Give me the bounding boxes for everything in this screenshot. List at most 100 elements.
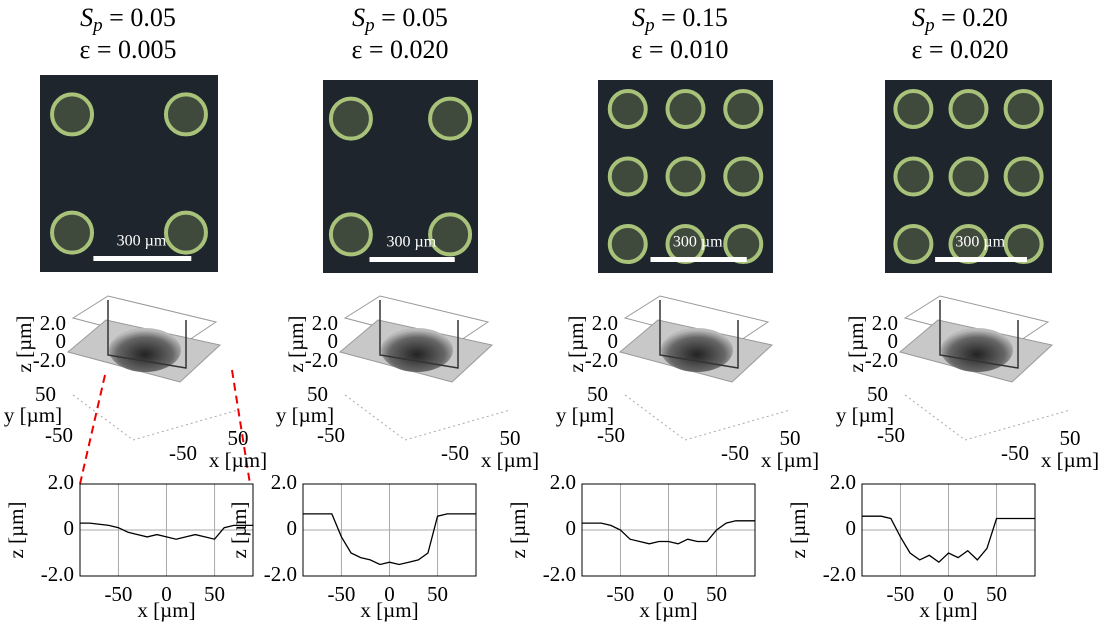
surface-floor bbox=[73, 395, 238, 440]
scale-bar bbox=[93, 256, 191, 261]
sp-subscript: p bbox=[91, 15, 103, 36]
x-tick-label: 50 bbox=[228, 426, 249, 450]
scale-bar-label: 300 µm bbox=[955, 234, 1005, 251]
y-tick-label: -2.0 bbox=[41, 562, 74, 586]
surface-plot bbox=[620, 296, 790, 440]
x-label: x [µm] bbox=[209, 448, 267, 472]
y-tick-label: 0 bbox=[566, 516, 577, 540]
x-tick-label: 50 bbox=[204, 582, 225, 606]
y-tick-label: 0 bbox=[287, 516, 298, 540]
pillar bbox=[725, 159, 761, 195]
pillar bbox=[430, 99, 470, 139]
sp-rest: = 0.20 bbox=[935, 3, 1008, 32]
pillar bbox=[166, 213, 206, 253]
title-eps: ε = 0.020 bbox=[351, 35, 448, 64]
pillar bbox=[610, 91, 646, 127]
x-tick-label: -50 bbox=[606, 582, 634, 606]
pillar bbox=[895, 91, 931, 127]
z-tick-label: -2.0 bbox=[305, 348, 338, 372]
pillar bbox=[951, 91, 987, 127]
y-tick-label: 0 bbox=[846, 516, 857, 540]
surface-plot bbox=[340, 296, 510, 440]
scale-bar-label: 300 µm bbox=[673, 234, 723, 251]
sp-symbol: S bbox=[80, 3, 93, 32]
x-tick-label: -50 bbox=[721, 441, 749, 465]
title-eps: ε = 0.020 bbox=[911, 35, 1008, 64]
pillar bbox=[951, 159, 987, 195]
pillar bbox=[610, 226, 646, 262]
pillar bbox=[331, 214, 371, 254]
surface-plot bbox=[900, 296, 1070, 440]
pillar bbox=[668, 91, 704, 127]
y-label: y [µm] bbox=[556, 403, 614, 427]
y-tick-label: 2.0 bbox=[550, 470, 576, 494]
x-label: x [µm] bbox=[1041, 448, 1099, 472]
sp-rest: = 0.15 bbox=[655, 3, 728, 32]
z-label: z [µm] bbox=[844, 316, 868, 373]
z-label: z [µm] bbox=[284, 316, 308, 373]
scale-bar-label: 300 µm bbox=[387, 234, 437, 251]
sp-rest: = 0.05 bbox=[103, 3, 176, 32]
x-tick-label: 50 bbox=[500, 426, 521, 450]
z-tick-label: -2.0 bbox=[585, 348, 618, 372]
y-tick-label: -2.0 bbox=[823, 562, 856, 586]
surface-floor bbox=[625, 395, 790, 440]
pillar bbox=[895, 159, 931, 195]
x-label: x [µm] bbox=[360, 598, 418, 622]
title-sp: Sp = 0.20 bbox=[912, 3, 1008, 36]
x-tick-label: 50 bbox=[1060, 426, 1081, 450]
sp-subscript: p bbox=[643, 15, 655, 36]
x-tick-label: -50 bbox=[886, 582, 914, 606]
x-tick-label: 50 bbox=[427, 582, 448, 606]
pillar bbox=[331, 99, 371, 139]
title-sp: Sp = 0.05 bbox=[352, 3, 448, 36]
y-label: z [µm] bbox=[227, 502, 251, 559]
x-tick-label: 50 bbox=[986, 582, 1007, 606]
z-tick-label: -2.0 bbox=[33, 348, 66, 372]
x-tick-label: -50 bbox=[1001, 441, 1029, 465]
x-label: x [µm] bbox=[639, 598, 697, 622]
z-label: z [µm] bbox=[564, 316, 588, 373]
y-tick-label: -2.0 bbox=[543, 562, 576, 586]
title-eps: ε = 0.005 bbox=[79, 35, 176, 64]
pillar bbox=[668, 159, 704, 195]
pillar bbox=[1006, 159, 1042, 195]
pillar bbox=[895, 226, 931, 262]
pillar bbox=[166, 94, 206, 134]
sp-rest: = 0.05 bbox=[375, 3, 448, 32]
y-label: y [µm] bbox=[4, 403, 62, 427]
sp-symbol: S bbox=[912, 3, 925, 32]
z-label: z [µm] bbox=[12, 316, 36, 373]
y-tick-label: 2.0 bbox=[48, 470, 74, 494]
title-sp: Sp = 0.05 bbox=[80, 3, 176, 36]
y-tick-label: 2.0 bbox=[830, 470, 856, 494]
figure: Sp = 0.05ε = 0.005300 µm2.00-2.0z [µm]50… bbox=[0, 0, 1117, 626]
pillar bbox=[1006, 226, 1042, 262]
scale-bar bbox=[935, 257, 1027, 262]
sp-subscript: p bbox=[923, 15, 935, 36]
x-tick-label: -50 bbox=[169, 441, 197, 465]
x-label: x [µm] bbox=[761, 448, 819, 472]
y-tick-label: 2.0 bbox=[271, 470, 297, 494]
surface-plot bbox=[68, 296, 238, 440]
pillar bbox=[1006, 91, 1042, 127]
y-tick-label: 0 bbox=[64, 516, 75, 540]
x-label: x [µm] bbox=[919, 598, 977, 622]
z-tick-label: -2.0 bbox=[865, 348, 898, 372]
scale-bar bbox=[651, 257, 747, 262]
y-tick-label: -2.0 bbox=[264, 562, 297, 586]
sp-symbol: S bbox=[352, 3, 365, 32]
scale-bar-label: 300 µm bbox=[117, 233, 167, 250]
y-label: y [µm] bbox=[836, 403, 894, 427]
sp-symbol: S bbox=[632, 3, 645, 32]
x-tick-label: -50 bbox=[104, 582, 132, 606]
x-tick-label: 50 bbox=[706, 582, 727, 606]
x-label: x [µm] bbox=[137, 598, 195, 622]
sp-subscript: p bbox=[363, 15, 375, 36]
y-label: y [µm] bbox=[276, 403, 334, 427]
x-label: x [µm] bbox=[481, 448, 539, 472]
y-label: z [µm] bbox=[4, 502, 28, 559]
y-label: z [µm] bbox=[506, 502, 530, 559]
pillar bbox=[725, 226, 761, 262]
x-tick-label: 50 bbox=[780, 426, 801, 450]
